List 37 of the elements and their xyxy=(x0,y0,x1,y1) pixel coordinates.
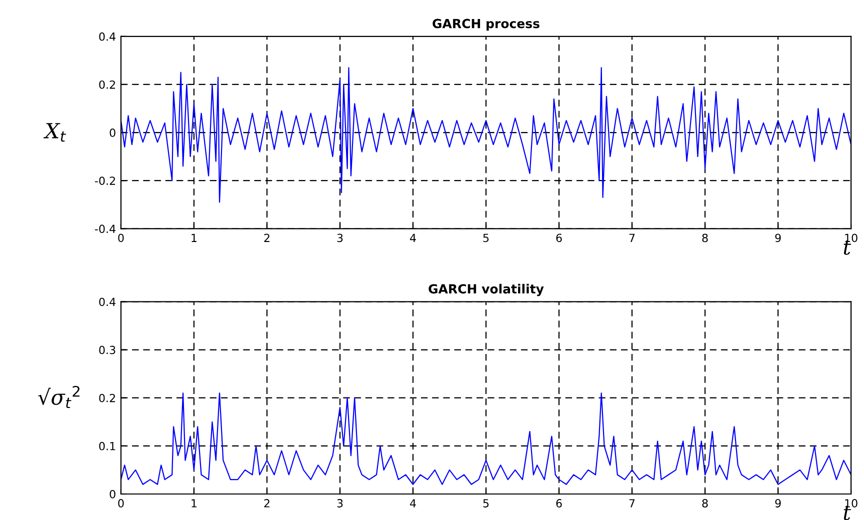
chart-title: GARCH process xyxy=(432,18,540,31)
line-series xyxy=(120,392,852,485)
x-tick-label: 8 xyxy=(702,234,708,242)
x-axis-title: t xyxy=(844,506,852,520)
y-tick-label: -0.4 xyxy=(94,224,116,234)
y-tick-label: -0.2 xyxy=(94,176,115,185)
y-axis-title: X$_{t}$ xyxy=(43,123,66,142)
x-tick-label: 7 xyxy=(629,499,635,508)
x-tick-label: 0 xyxy=(118,499,124,508)
x-tick-label: 6 xyxy=(556,234,562,242)
y-tick-label: 0.2 xyxy=(99,80,115,89)
x-tick-label: 4 xyxy=(410,234,416,242)
x-tick-label: 7 xyxy=(629,234,635,242)
x-tick-label: 1 xyxy=(192,499,196,508)
y-tick-label: 0.2 xyxy=(99,394,115,402)
y-tick-label: 0.4 xyxy=(99,298,116,306)
x-tick-label: 5 xyxy=(483,234,489,242)
y-tick-label: 0.1 xyxy=(99,442,116,450)
x-tick-label: 4 xyxy=(410,499,416,508)
x-tick-label: 2 xyxy=(264,499,270,508)
y-tick-label: 0.3 xyxy=(99,346,116,354)
x-tick-label: 9 xyxy=(775,499,781,508)
chart-title: GARCH volatility xyxy=(428,284,544,296)
x-tick-label: 0 xyxy=(118,234,124,242)
x-tick-label: 3 xyxy=(337,499,343,508)
y-axis-title: √σ$_{t}$$^{2}$ xyxy=(38,386,80,408)
x-tick-label: 5 xyxy=(483,499,489,508)
x-tick-label: 2 xyxy=(264,234,270,242)
x-tick-label: 3 xyxy=(337,234,343,242)
x-tick-label: 8 xyxy=(702,499,708,508)
line-series xyxy=(120,67,852,203)
y-tick-label: 0 xyxy=(110,128,116,137)
x-tick-label: 6 xyxy=(556,499,562,508)
y-tick-label: 0.4 xyxy=(99,32,116,41)
y-tick-label: 0 xyxy=(110,490,116,498)
x-tick-label: 1 xyxy=(192,234,196,242)
x-tick-label: 9 xyxy=(775,234,781,242)
